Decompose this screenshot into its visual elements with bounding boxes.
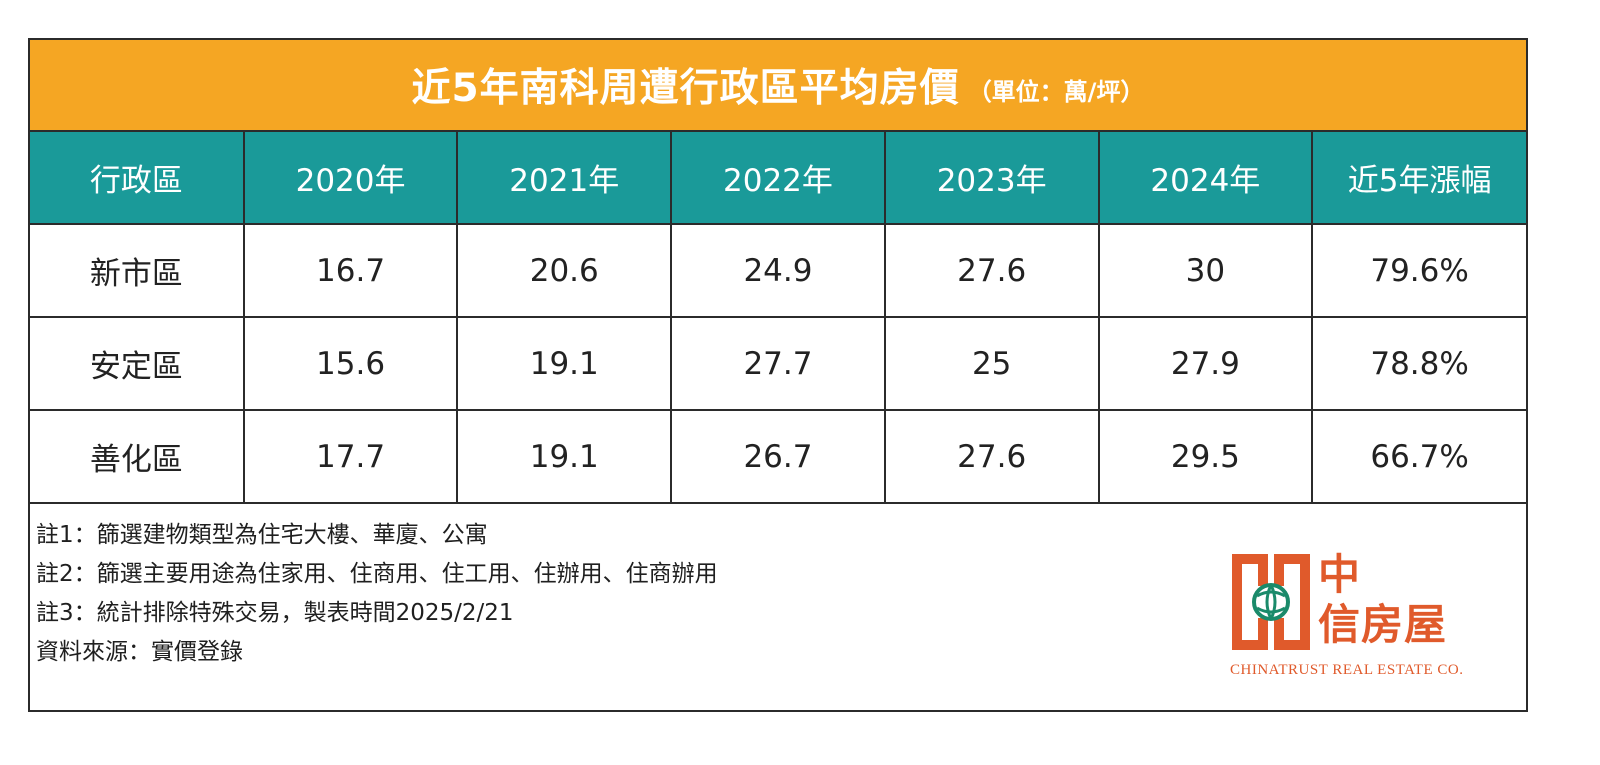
price-cell: 29.5 <box>1097 409 1314 504</box>
price-table: 行政區 2020年 2021年 2022年 2023年 2024年 近5年漲幅 … <box>30 132 1526 504</box>
column-header-2020: 2020年 <box>242 132 459 225</box>
chinatrust-logo-mark-icon <box>1232 554 1310 650</box>
infographic-frame: 近5年南科周遭行政區平均房價 （單位：萬/坪） 行政區 2020年 2021年 … <box>28 38 1528 712</box>
price-cell: 27.7 <box>670 316 886 411</box>
column-header-2024: 2024年 <box>1097 132 1314 225</box>
unit-label: （單位：萬/坪） <box>967 77 1145 106</box>
price-cell: 19.1 <box>456 316 673 411</box>
column-header-district: 行政區 <box>30 132 245 225</box>
logo-name-line2: 信房屋 <box>1318 600 1448 649</box>
growth-cell: 66.7% <box>1311 409 1526 504</box>
logo-name-line1: 中 <box>1318 550 1361 599</box>
growth-cell: 79.6% <box>1311 223 1526 318</box>
notes-section: 註1：篩選建物類型為住宅大樓、華廈、公寓 註2：篩選主要用途為住家用、住商用、住… <box>36 516 1136 672</box>
price-cell: 27.6 <box>883 223 1100 318</box>
data-source-note: 資料來源：實價登錄 <box>36 639 243 665</box>
price-cell: 17.7 <box>242 409 459 504</box>
district-cell: 新市區 <box>30 223 245 318</box>
price-cell: 30 <box>1097 223 1314 318</box>
price-cell: 27.6 <box>883 409 1100 504</box>
table-row: 善化區 17.7 19.1 26.7 27.6 29.5 66.7% <box>30 409 1526 504</box>
note-2: 註2：篩選主要用途為住家用、住商用、住工用、住辦用、住商辦用 <box>36 561 718 587</box>
price-cell: 26.7 <box>670 409 886 504</box>
price-cell: 27.9 <box>1097 316 1314 411</box>
column-header-2023: 2023年 <box>883 132 1100 225</box>
chinatrust-logo: 中 信房屋 CHINATRUST REAL ESTATE CO. <box>1230 552 1490 692</box>
price-cell: 24.9 <box>670 223 886 318</box>
table-row: 安定區 15.6 19.1 27.7 25 27.9 78.8% <box>30 316 1526 411</box>
chart-title: 近5年南科周遭行政區平均房價 <box>411 66 960 111</box>
column-header-2021: 2021年 <box>456 132 673 225</box>
column-header-2022: 2022年 <box>670 132 886 225</box>
title-bar: 近5年南科周遭行政區平均房價 （單位：萬/坪） <box>30 40 1526 132</box>
note-1: 註1：篩選建物類型為住宅大樓、華廈、公寓 <box>36 522 488 548</box>
note-3: 註3：統計排除特殊交易，製表時間2025/2/21 <box>36 600 514 626</box>
price-cell: 15.6 <box>242 316 459 411</box>
district-cell: 安定區 <box>30 316 245 411</box>
header-row: 行政區 2020年 2021年 2022年 2023年 2024年 近5年漲幅 <box>30 132 1526 225</box>
price-cell: 25 <box>883 316 1100 411</box>
price-cell: 19.1 <box>456 409 673 504</box>
column-header-growth: 近5年漲幅 <box>1311 132 1526 225</box>
price-cell: 20.6 <box>456 223 673 318</box>
district-cell: 善化區 <box>30 409 245 504</box>
price-cell: 16.7 <box>242 223 459 318</box>
logo-english-name: CHINATRUST REAL ESTATE CO. <box>1230 662 1464 678</box>
table-row: 新市區 16.7 20.6 24.9 27.6 30 79.6% <box>30 223 1526 318</box>
growth-cell: 78.8% <box>1311 316 1526 411</box>
